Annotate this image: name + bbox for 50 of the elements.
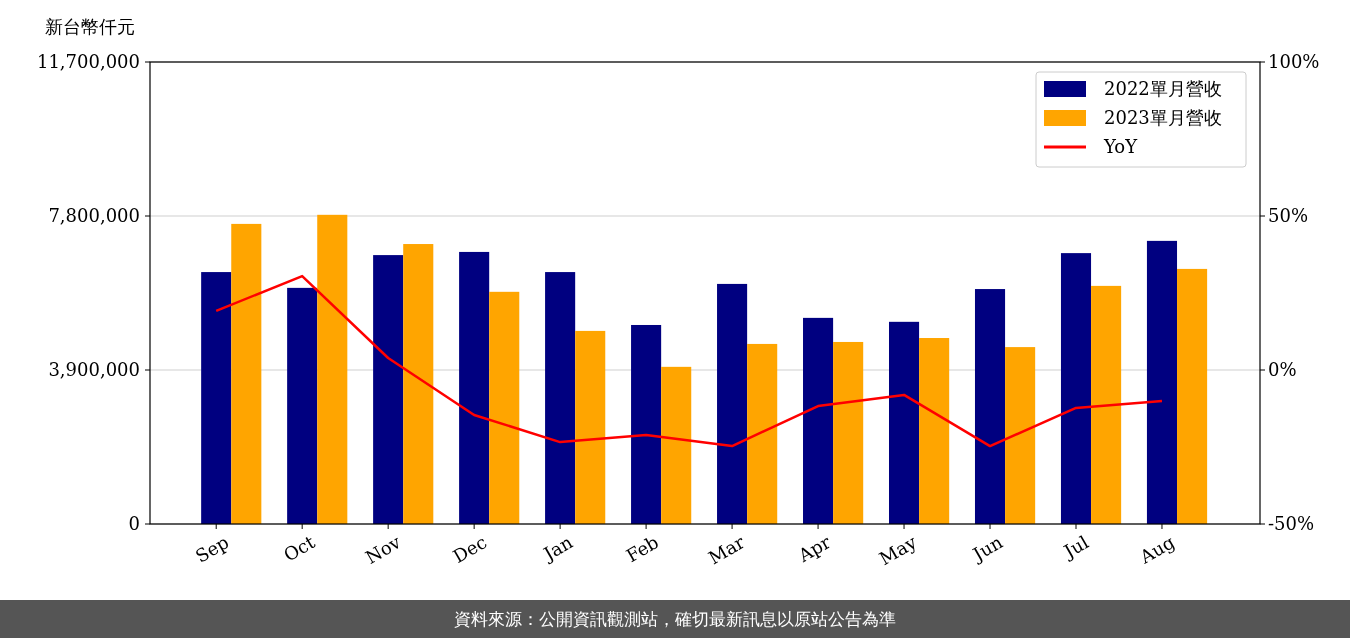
bar [373,255,404,524]
x-tick-label: Sep [191,531,233,567]
x-tick-label: Mar [704,531,749,569]
y-axis-title: 新台幣仟元 [45,16,135,37]
x-tick-label: Oct [279,530,319,566]
bar [803,317,834,524]
legend-label: YoY [1103,136,1139,158]
x-tick-label: May [875,530,921,570]
x-tick-label: Jan [538,531,577,566]
x-tick-label: Dec [449,531,491,568]
y2-tick-label: 50% [1268,205,1309,227]
bar [317,214,348,524]
y-tick-label: 11,700,000 [36,51,140,73]
bar [201,272,232,524]
y-tick-label: 0 [128,513,140,535]
x-tick-label: Aug [1135,531,1178,569]
legend-label: 2022單月營收 [1104,78,1222,100]
bar [1091,285,1122,524]
bar [1005,347,1036,524]
bar [545,272,576,524]
bar [575,330,606,524]
bar [747,343,778,524]
bar [287,287,318,524]
y-tick-label: 3,900,000 [48,359,140,381]
y-tick-label: 7,800,000 [48,205,140,227]
y2-tick-label: 100% [1268,51,1320,73]
bar [1060,253,1092,524]
bar [231,223,262,524]
bar [631,324,662,524]
bar [661,366,692,524]
bar [403,244,434,524]
bar [1177,268,1208,524]
bar [489,291,520,524]
y2-tick-label: 0% [1268,359,1297,381]
bar [717,283,748,524]
bar [919,338,950,524]
y2-tick-label: -50% [1268,513,1315,535]
legend-label: 2023單月營收 [1104,107,1222,129]
bar [974,289,1006,524]
x-tick-label: Feb [622,531,663,567]
line-series [214,274,1164,448]
bar [833,341,864,524]
bar [1146,240,1178,524]
x-tick-label: Jun [967,531,1007,566]
source-note: 資料來源：公開資訊觀測站，確切最新訊息以原站公告為準 [454,608,896,629]
bar [459,251,490,524]
x-tick-label: Nov [361,530,405,568]
x-tick-label: Apr [794,531,835,567]
bar [889,321,920,524]
x-tick-label: Jul [1058,531,1093,563]
